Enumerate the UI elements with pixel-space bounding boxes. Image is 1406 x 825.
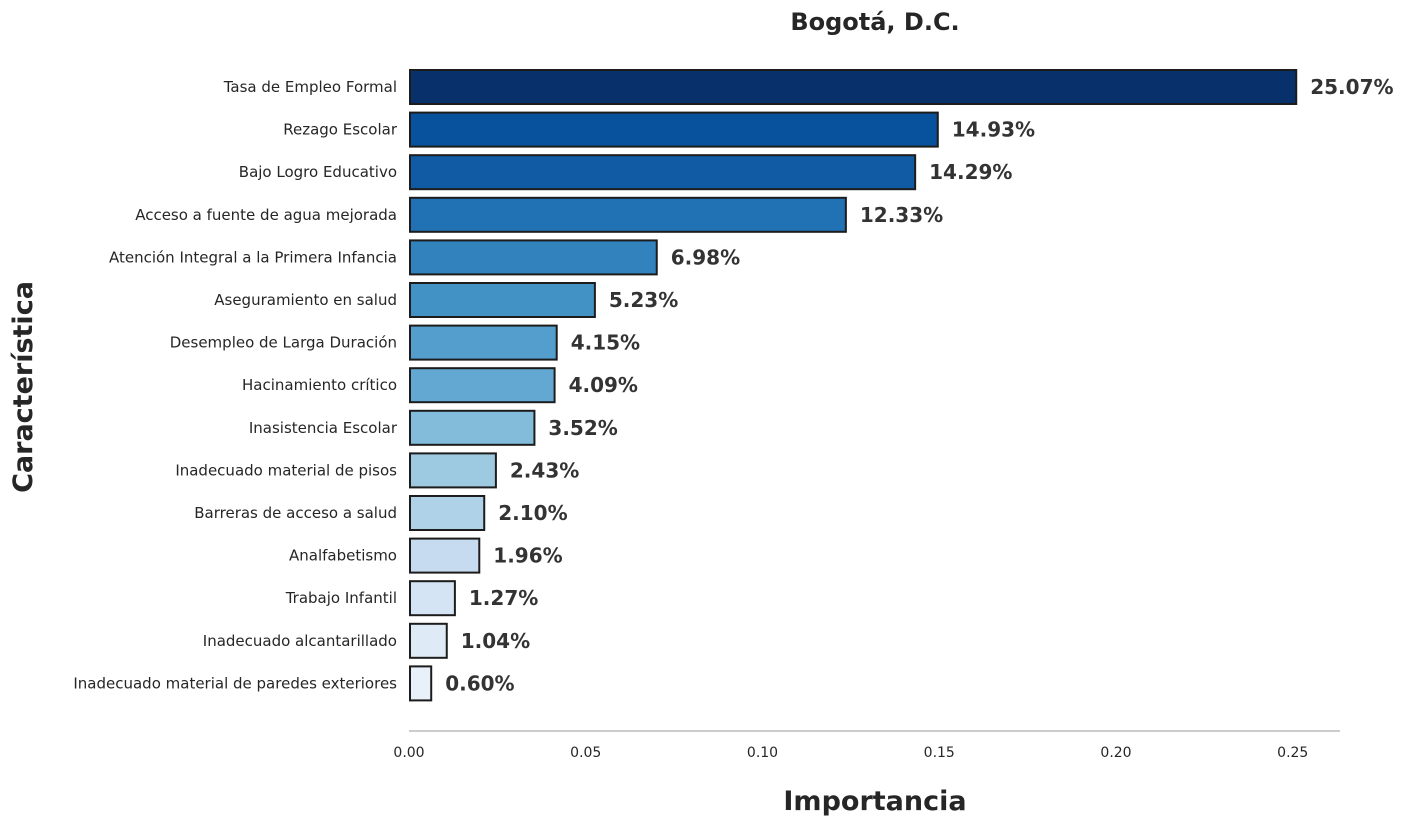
data-label: 4.09% [569, 373, 638, 397]
x-tick-label: 0.00 [393, 745, 424, 761]
bar [409, 495, 486, 531]
category-label: Inadecuado alcantarillado [203, 632, 397, 650]
category-labels: Tasa de Empleo Formal Rezago Escolar Bajo … [73, 78, 397, 692]
data-label: 2.10% [498, 501, 567, 525]
data-label: 3.52% [548, 416, 617, 440]
bar [409, 665, 433, 702]
category-label: Acceso a fuente de agua mejorada [135, 206, 397, 224]
data-label: 1.96% [493, 544, 562, 568]
bar [409, 324, 558, 361]
chart-title: Bogotá, D.C. [790, 8, 959, 36]
bar [409, 282, 596, 318]
data-label: 12.33% [860, 203, 943, 227]
bar [409, 111, 939, 148]
bar [409, 580, 456, 617]
x-tick-labels: 0.00 0.05 0.10 0.15 0.20 0.25 [393, 745, 1308, 761]
category-label: Tasa de Empleo Formal [223, 78, 397, 96]
x-tick-label: 0.20 [1100, 745, 1131, 761]
category-label: Trabajo Infantil [285, 589, 397, 607]
bar [409, 452, 497, 489]
bar [409, 537, 481, 574]
y-axis-title: Característica [8, 281, 39, 493]
data-label: 5.23% [609, 288, 678, 312]
category-label: Inadecuado material de paredes exteriore… [73, 674, 397, 692]
bar [409, 622, 448, 659]
category-label: Analfabetismo [289, 547, 397, 565]
x-axis-title: Importancia [783, 786, 966, 817]
data-label: 4.15% [571, 331, 640, 355]
category-label: Aseguramiento en salud [214, 291, 397, 309]
data-label: 1.04% [461, 629, 530, 653]
data-label: 6.98% [671, 245, 740, 269]
bar [409, 409, 536, 446]
bars-group [409, 69, 1298, 702]
x-tick-label: 0.25 [1277, 745, 1308, 761]
category-label: Hacinamiento crítico [242, 376, 397, 394]
data-label: 2.43% [510, 458, 579, 482]
x-tick-label: 0.15 [924, 745, 955, 761]
value-labels: 25.07% 14.93% 14.29% 12.33% 6.98% 5.23% 4.15% 4… [445, 75, 1393, 695]
bar [409, 239, 658, 276]
category-label: Barreras de acceso a salud [194, 504, 397, 522]
bar [409, 154, 917, 191]
category-label: Bajo Logro Educativo [239, 163, 397, 181]
x-tick-label: 0.10 [747, 745, 778, 761]
data-label: 14.93% [952, 118, 1035, 142]
category-label: Desempleo de Larga Duración [170, 334, 397, 352]
category-label: Rezago Escolar [283, 121, 398, 139]
x-tick-label: 0.05 [570, 745, 601, 761]
category-label: Inadecuado material de pisos [175, 461, 397, 479]
bar [409, 69, 1298, 105]
category-label: Inasistencia Escolar [249, 419, 398, 437]
bar [409, 367, 556, 404]
data-label: 1.27% [469, 586, 538, 610]
data-label: 25.07% [1310, 75, 1393, 99]
data-label: 0.60% [445, 671, 514, 695]
category-label: Atención Integral a la Primera Infancia [109, 248, 397, 266]
bar [409, 196, 847, 233]
data-label: 14.29% [929, 160, 1012, 184]
